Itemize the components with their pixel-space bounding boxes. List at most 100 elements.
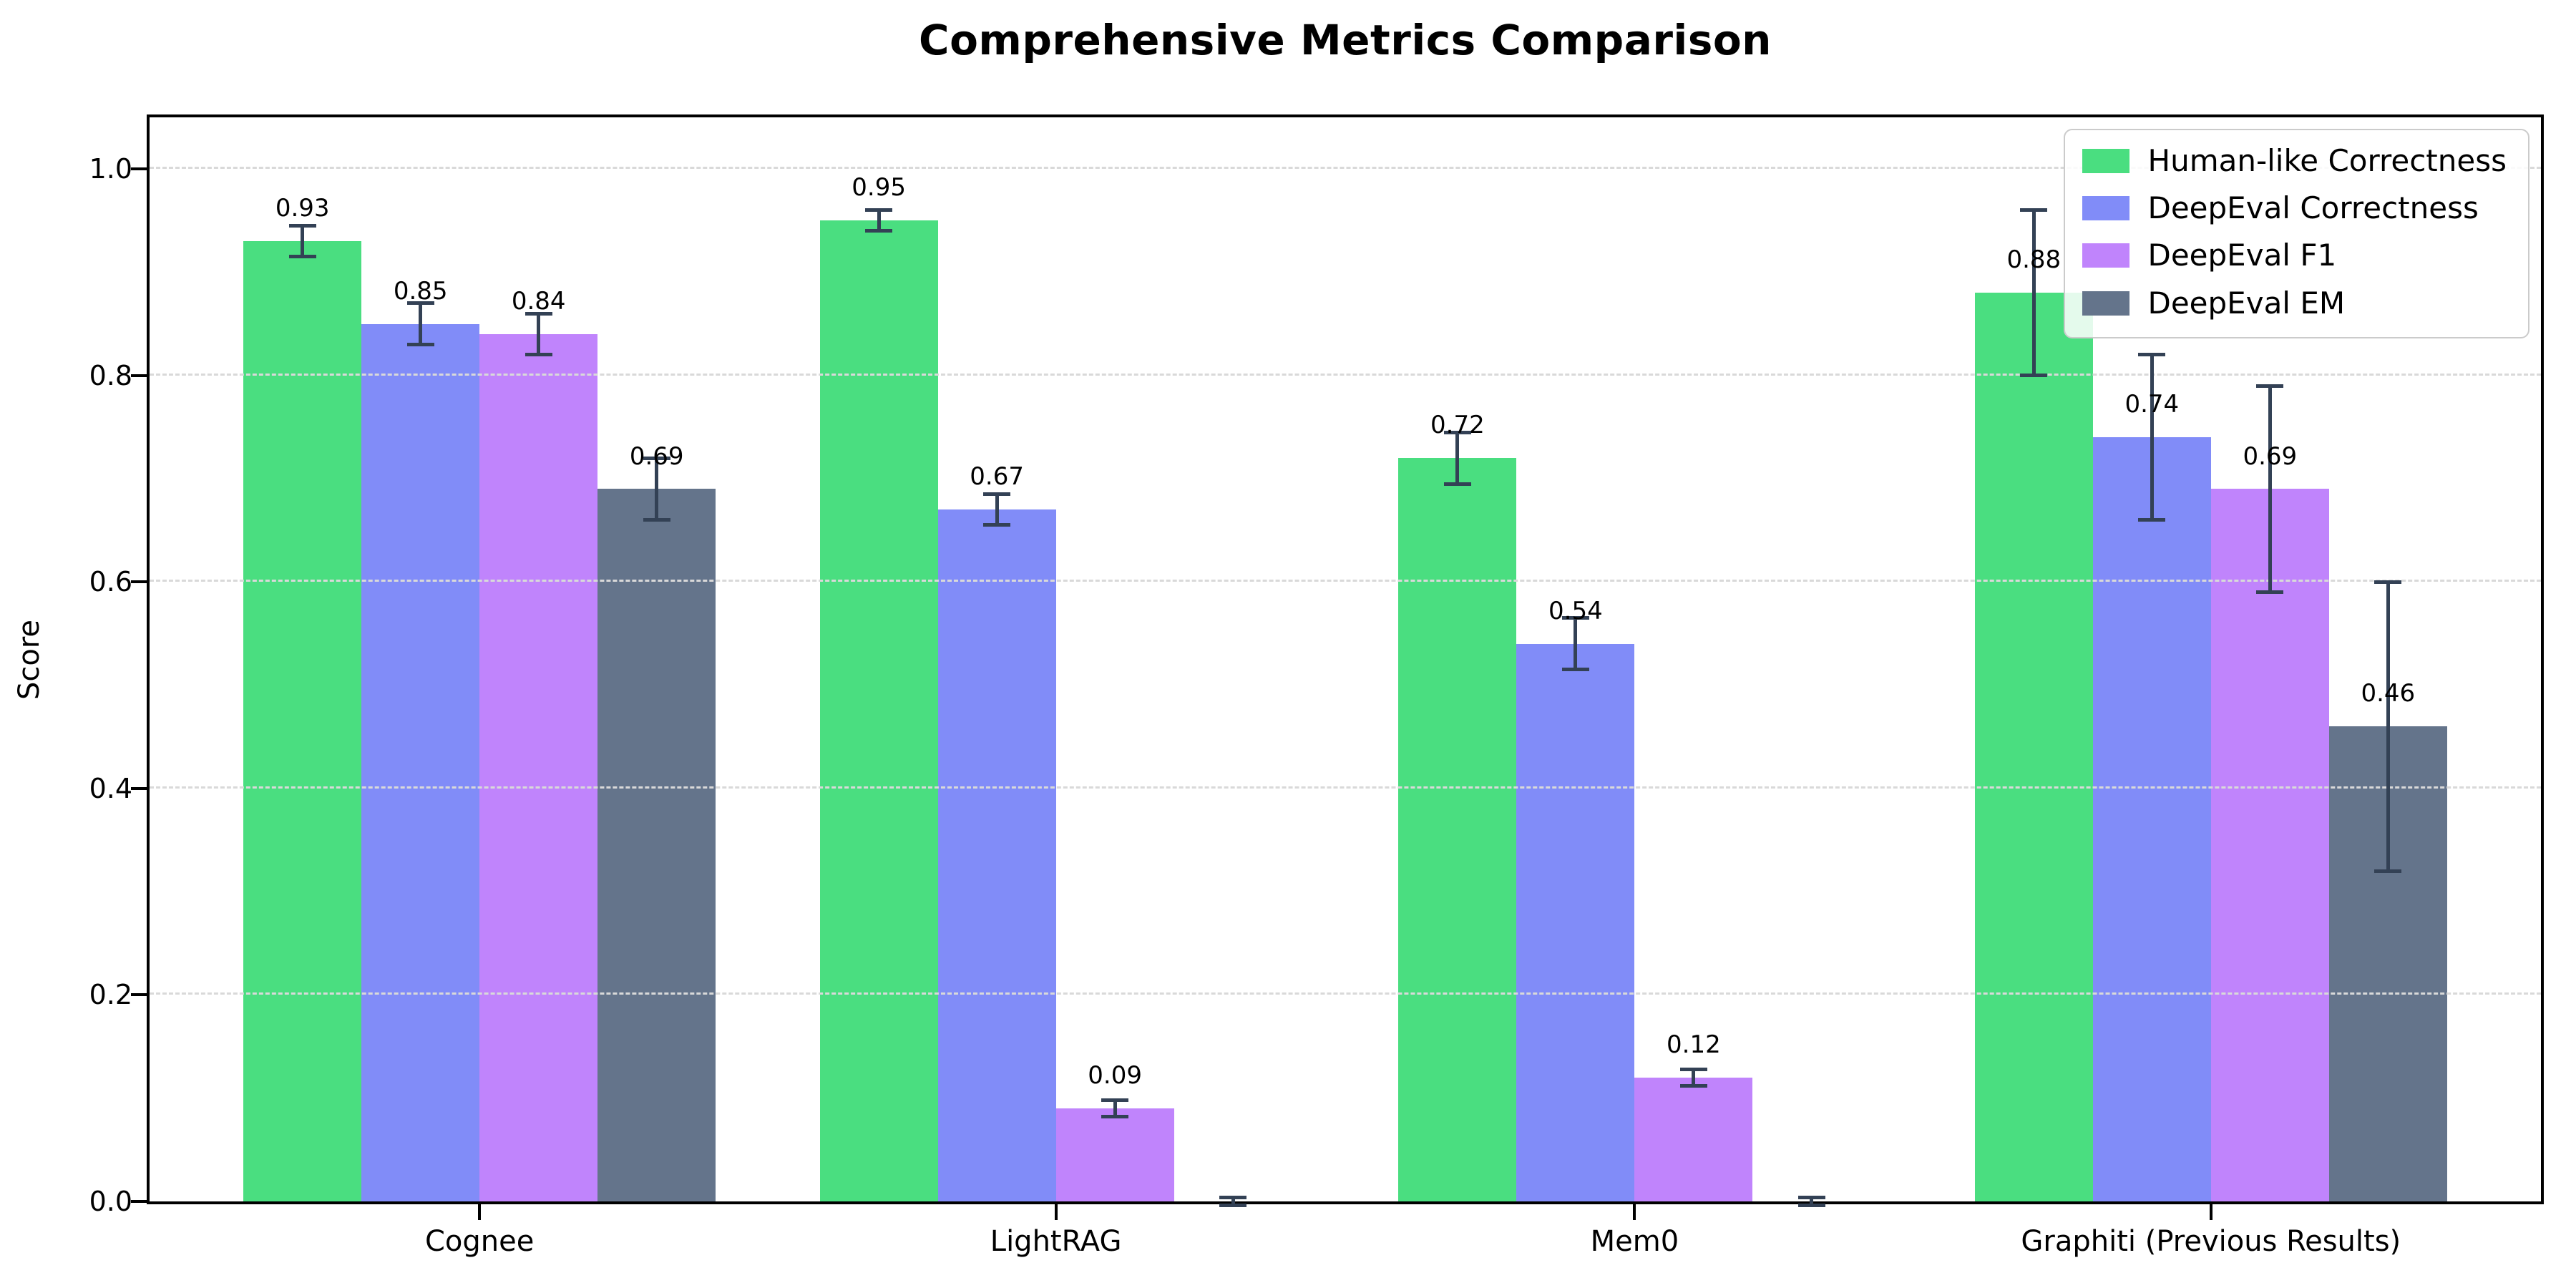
bar-value-label: 0.74 [2124, 390, 2180, 419]
error-bar-cap [1561, 668, 1589, 672]
x-tick-mark [1633, 1204, 1636, 1220]
bar [243, 241, 362, 1201]
error-bar-cap [288, 255, 316, 259]
legend-item: DeepEval Correctness [2082, 190, 2507, 226]
bar [2210, 489, 2329, 1201]
legend: Human-like Correctness DeepEval Correctne… [2063, 129, 2529, 338]
error-bar [419, 303, 423, 345]
error-bar-cap [1101, 1115, 1129, 1119]
legend-item-label: DeepEval F1 [2147, 238, 2337, 273]
bar-value-label: 0.85 [393, 276, 448, 306]
chart-title: Comprehensive Metrics Comparison [919, 16, 1772, 64]
error-bar-cap [865, 208, 893, 213]
gridline [150, 992, 2541, 995]
error-bar-cap [406, 342, 434, 346]
bar-value-label: 0.88 [2006, 245, 2062, 275]
x-tick-mark [1054, 1204, 1058, 1220]
bar [361, 323, 480, 1201]
x-tick-label: Mem0 [1590, 1225, 1679, 1258]
error-bar [2031, 210, 2036, 376]
bar-value-label: 0.69 [629, 441, 684, 471]
error-bar-cap [983, 523, 1011, 527]
bar-value-label: 0.84 [511, 287, 566, 316]
x-axis-ticks: Cognee LightRAG Mem0 Graphiti (Previous Res… [147, 1221, 2544, 1271]
error-bar-cap [1443, 482, 1471, 486]
bar [1634, 1077, 1753, 1201]
error-bar-cap [525, 311, 552, 316]
y-tick-mark [131, 993, 147, 997]
error-bar-cap [1101, 1098, 1129, 1103]
legend-item-label: DeepEval EM [2147, 285, 2346, 321]
error-bar [655, 458, 659, 520]
bar [937, 509, 1056, 1201]
bar [2092, 437, 2211, 1201]
x-tick-mark [2209, 1204, 2212, 1220]
error-bar-cap [2256, 590, 2284, 595]
y-tick-label: 0.0 [89, 1186, 132, 1217]
bar-value-label: 0.67 [970, 462, 1024, 492]
error-bar-cap [643, 518, 670, 522]
error-bar-cap [1443, 430, 1471, 434]
error-bar-cap [2256, 384, 2284, 388]
error-bar-cap [2020, 208, 2048, 213]
y-tick-label: 0.2 [89, 979, 132, 1011]
legend-item: DeepEval EM [2082, 285, 2507, 321]
error-bar [995, 494, 999, 525]
bar [1974, 293, 2093, 1201]
bar-value-label: 0.69 [2243, 441, 2298, 471]
bar [597, 489, 716, 1201]
bar-value-label: 0.72 [1430, 411, 1485, 440]
bar-value-label: 0.95 [852, 173, 906, 203]
error-bar [301, 225, 305, 257]
error-bar [1113, 1100, 1117, 1117]
error-bar-cap [406, 301, 434, 306]
error-bar-cap [2374, 580, 2402, 584]
legend-item-label: DeepEval Correctness [2147, 190, 2479, 226]
legend-swatch [2082, 291, 2129, 316]
error-bar-cap [2374, 869, 2402, 873]
legend-item: DeepEval F1 [2082, 239, 2507, 272]
bar [1398, 458, 1517, 1201]
x-tick-label: Graphiti (Previous Results) [2021, 1225, 2401, 1258]
error-bar [1455, 432, 1460, 484]
plot-area: 0.93 0.95 0.72 0.88 0.85 0.67 0.54 0.74 0.84 0.09… [131, 114, 2544, 1220]
bar [1516, 643, 1635, 1201]
bar-value-label: 0.93 [275, 194, 330, 223]
legend-item-label: Human-like Correctness [2147, 143, 2507, 178]
legend-swatch [2082, 243, 2129, 268]
error-bar-cap [865, 229, 893, 233]
y-tick-mark [131, 167, 147, 171]
error-bar-cap [2138, 518, 2166, 522]
legend-swatch [2082, 196, 2129, 221]
error-bar [1231, 1197, 1235, 1206]
y-tick-mark [131, 580, 147, 584]
error-bar [2386, 582, 2390, 872]
error-bar [877, 210, 881, 231]
error-bar-cap [1797, 1195, 1825, 1199]
bar [479, 334, 598, 1201]
bar [1055, 1108, 1174, 1201]
error-bar [1810, 1197, 1814, 1206]
y-axis-ticks: 0.0 0.2 0.4 0.6 0.8 1.0 [0, 114, 132, 1217]
error-bar-cap [643, 456, 670, 460]
error-bar-cap [288, 224, 316, 228]
gridline [150, 373, 2541, 376]
error-bar-cap [983, 492, 1011, 497]
error-bar-cap [1797, 1204, 1825, 1208]
x-tick-label: LightRAG [990, 1225, 1122, 1258]
y-tick-mark [131, 1200, 147, 1203]
bar-value-label: 0.54 [1548, 597, 1603, 625]
gridline [150, 580, 2541, 582]
y-tick-label: 1.0 [89, 153, 132, 185]
bar-value-label: 0.12 [1667, 1030, 1721, 1059]
gridline [150, 786, 2541, 789]
error-bar [2268, 386, 2272, 592]
y-tick-mark [131, 786, 147, 790]
error-bar-cap [1219, 1195, 1247, 1199]
error-bar [1692, 1069, 1696, 1086]
y-tick-label: 0.8 [89, 359, 132, 391]
legend-item: Human-like Correctness [2082, 143, 2507, 178]
bar-value-label: 0.09 [1088, 1061, 1142, 1091]
bar-value-label: 0.46 [2361, 679, 2416, 708]
